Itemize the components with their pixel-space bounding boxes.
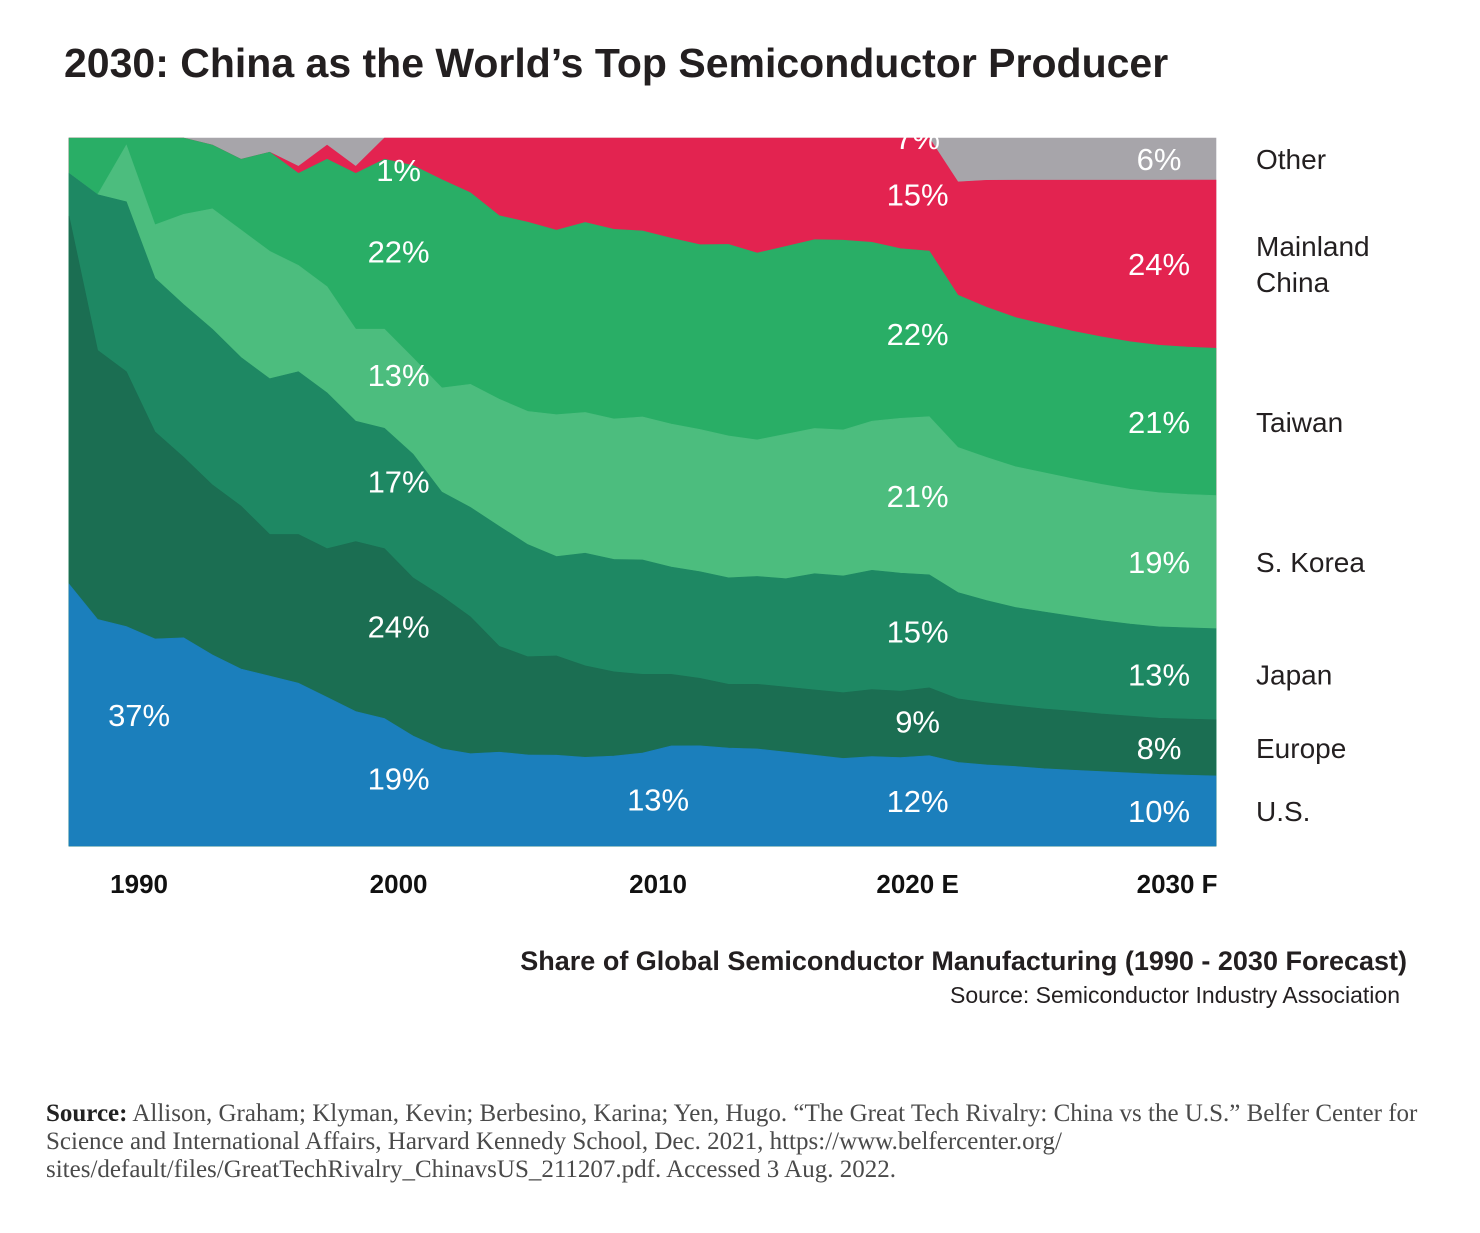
data-label-europe-2030: 8% [1137, 731, 1182, 766]
data-labels: 37% 19% 13% 12% 10% 24% 9% 8% 17% 15% 13% 13% 21% 19%… [108, 121, 1190, 829]
area-u-s [68, 583, 1217, 847]
legend-japan: Japan [1256, 659, 1332, 690]
data-label-u-s-2010: 13% [627, 783, 689, 818]
data-label-japan-2030: 13% [1128, 657, 1190, 692]
data-label-other-2030: 6% [1137, 142, 1182, 177]
data-label-u-s-2020: 12% [887, 784, 949, 819]
legend-other: Other [1256, 144, 1326, 175]
x-tick-2020-e: 2020 E [876, 869, 958, 899]
legend: Other Mainland China Taiwan S. Korea Japan Eur… [1256, 144, 1370, 827]
x-tick-2010: 2010 [629, 869, 687, 899]
data-label-other-2020: 7% [895, 121, 940, 156]
legend-europe: Europe [1256, 733, 1346, 764]
data-label-taiwan-2000: 22% [368, 234, 430, 269]
data-label-mainland-china-2030: 24% [1128, 247, 1190, 282]
data-label-mainland-china-2020: 15% [887, 178, 949, 213]
data-label-u-s-2030: 10% [1128, 794, 1190, 829]
chart-source: Source: Semiconductor Industry Associati… [949, 982, 1400, 1008]
data-label-japan-2020: 15% [887, 614, 949, 649]
data-label-s-korea-2020: 21% [887, 479, 949, 514]
data-label-u-s-2000: 19% [368, 762, 430, 797]
x-axis-ticks: 1990 2000 2010 2020 E 2030 F [110, 869, 1217, 899]
legend-u-s: U.S. [1256, 796, 1310, 827]
data-label-taiwan-2030: 21% [1128, 405, 1190, 440]
chart-caption: Share of Global Semiconductor Manufactur… [520, 946, 1407, 976]
area-europe [68, 215, 1217, 847]
x-tick-2000: 2000 [370, 869, 428, 899]
citation: Source: Allison, Graham; Klyman, Kevin; … [46, 1100, 1446, 1184]
data-label-taiwan-2020: 22% [887, 317, 949, 352]
data-label-s-korea-2030: 19% [1128, 545, 1190, 580]
citation-label: Source: [46, 1100, 128, 1127]
data-label-europe-2000: 24% [368, 610, 430, 645]
legend-s-korea: S. Korea [1256, 547, 1365, 578]
data-label-japan-2000: 17% [368, 464, 430, 499]
data-label-u-s-1990: 37% [108, 698, 170, 733]
area-layers [68, 137, 1217, 847]
x-tick-1990: 1990 [110, 869, 168, 899]
legend-taiwan: Taiwan [1256, 407, 1343, 438]
data-label-mainland-china-2000: 1% [376, 153, 421, 188]
citation-text: Allison, Graham; Klyman, Kevin; Berbesin… [46, 1100, 1418, 1183]
data-label-s-korea-2000: 13% [368, 358, 430, 393]
chart-title: 2030: China as the World’s Top Semicondu… [64, 40, 1169, 86]
x-tick-2030-f: 2030 F [1137, 869, 1218, 899]
legend-mainland-china: Mainland China [1256, 231, 1370, 298]
data-label-europe-2020: 9% [895, 705, 940, 740]
